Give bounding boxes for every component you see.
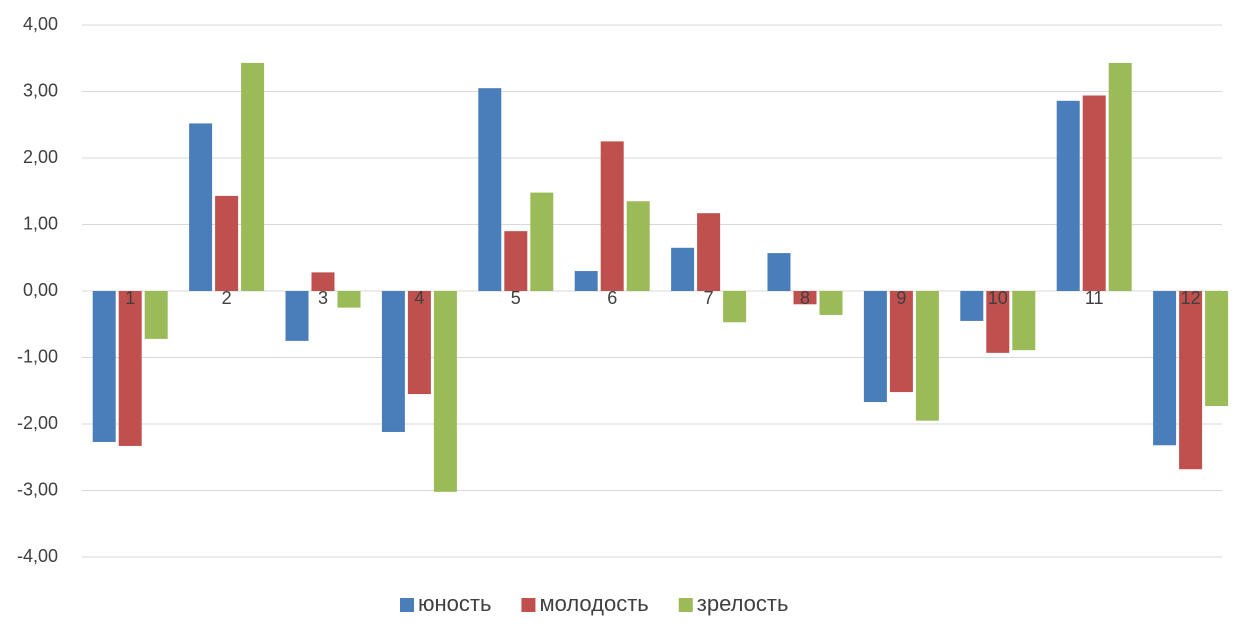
bar: [504, 231, 528, 291]
bar: [381, 291, 405, 432]
x-tick-label: 10: [988, 288, 1008, 308]
bar: [1153, 291, 1177, 446]
bar: [574, 271, 598, 291]
y-tick-label: -1,00: [17, 346, 58, 366]
legend-label: молодость: [539, 591, 648, 616]
bar: [889, 291, 913, 393]
bar: [285, 291, 309, 341]
x-tick-label: 11: [1085, 288, 1104, 308]
bar: [863, 291, 887, 403]
bar: [697, 213, 721, 291]
bar: [915, 291, 939, 421]
bar: [478, 88, 502, 291]
bar: [530, 192, 554, 291]
bar: [1012, 291, 1036, 351]
y-tick-label: -3,00: [17, 479, 58, 499]
x-tick-label: 1: [125, 288, 135, 308]
x-tick-label: 9: [896, 288, 906, 308]
bar: [241, 62, 265, 291]
y-tick-label: 2,00: [23, 147, 58, 167]
bar: [723, 291, 747, 323]
x-tick-label: 6: [607, 288, 617, 308]
bar: [600, 141, 624, 291]
legend-swatch: [400, 598, 414, 612]
bar: [433, 291, 457, 492]
bar: [793, 291, 817, 305]
bar: [337, 291, 361, 308]
bar: [1056, 100, 1080, 291]
y-tick-label: 0,00: [23, 280, 58, 300]
bar: [986, 291, 1010, 353]
x-tick-label: 4: [414, 288, 424, 308]
bar: [1108, 62, 1132, 291]
bar: [215, 195, 239, 291]
bar: [189, 123, 213, 291]
bar: [1179, 291, 1203, 470]
bar: [767, 253, 791, 291]
x-tick-label: 5: [511, 288, 521, 308]
y-tick-label: 1,00: [23, 213, 58, 233]
x-tick-label: 8: [800, 288, 810, 308]
bar: [1082, 95, 1106, 292]
x-tick-label: 12: [1181, 288, 1201, 308]
y-tick-label: 4,00: [23, 14, 58, 34]
bar: [144, 291, 168, 339]
bar: [407, 291, 431, 395]
legend-label: зрелость: [697, 591, 789, 616]
bar: [1205, 291, 1229, 407]
bar: [118, 291, 142, 446]
bar: [671, 247, 695, 291]
x-tick-label: 7: [704, 288, 714, 308]
bar: [819, 291, 843, 315]
bar: [960, 291, 984, 321]
y-tick-label: -2,00: [17, 413, 58, 433]
x-tick-label: 2: [222, 288, 232, 308]
bar: [92, 291, 116, 442]
x-tick-label: 3: [318, 288, 328, 308]
y-tick-label: -4,00: [17, 546, 58, 566]
bar: [311, 272, 335, 291]
legend-label: юность: [418, 591, 491, 616]
legend-swatch: [678, 598, 693, 612]
legend-swatch: [521, 598, 536, 612]
y-tick-label: 3,00: [23, 80, 58, 100]
bar: [626, 201, 650, 291]
